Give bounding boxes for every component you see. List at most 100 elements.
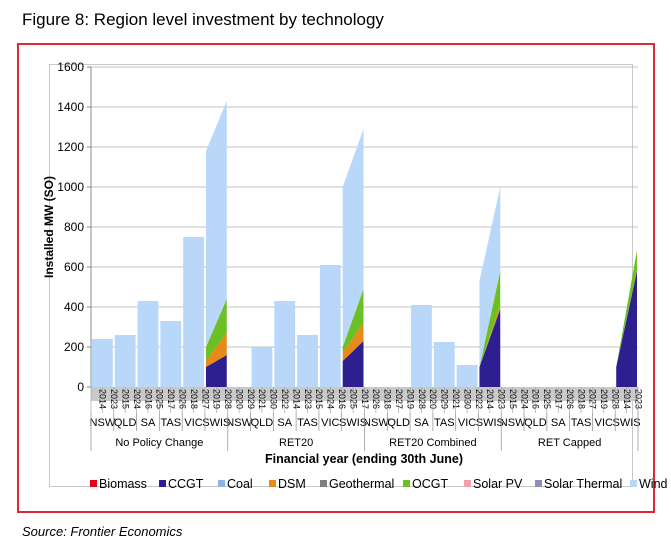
x-tick-label: 2017 — [554, 389, 564, 409]
area-ret20-combined-vic-wind — [456, 365, 478, 387]
region-label: SWIS — [202, 417, 230, 429]
scenario-label: No Policy Change — [115, 437, 203, 449]
legend-swatch-ccgt — [159, 480, 166, 487]
region-label: QLD — [387, 417, 410, 429]
y-tick-label: 1200 — [57, 140, 84, 154]
x-tick-label: 2026 — [177, 389, 187, 409]
x-tick-label: 2019 — [405, 389, 415, 409]
region-label: QLD — [114, 417, 137, 429]
x-tick-label: 2020 — [234, 389, 244, 409]
x-tick-label: 2023 — [497, 389, 507, 409]
figure-title: Figure 8: Region level investment by tec… — [22, 10, 384, 29]
x-tick-label: 2028 — [417, 389, 427, 409]
region-label: NSW — [500, 417, 526, 429]
area-ret20-swis-ocgt — [342, 289, 364, 353]
x-tick-label: 2015 — [314, 389, 324, 409]
x-tick-label: 2027 — [394, 389, 404, 409]
area-no-policy-change-vic-wind — [183, 237, 204, 387]
x-tick-label: 2014 — [291, 389, 301, 409]
x-tick-label: 2030 — [269, 389, 279, 409]
x-tick-label: 2018 — [576, 389, 586, 409]
x-tick-label: 2021 — [451, 389, 461, 409]
region-label: TAS — [297, 417, 318, 429]
x-tick-label: 2025 — [542, 389, 552, 409]
x-tick-label: 2016 — [531, 389, 541, 409]
region-label: SA — [551, 417, 566, 429]
region-label: VIC — [321, 417, 339, 429]
area-ret20-tas-wind — [297, 335, 318, 387]
x-tick-label: 2028 — [223, 389, 233, 409]
scenario-label: RET Capped — [538, 437, 601, 449]
y-tick-label: 1400 — [57, 100, 84, 114]
area-ret20-sa-wind — [274, 301, 296, 387]
x-tick-label: 2024 — [326, 389, 336, 409]
x-tick-label: 2015 — [508, 389, 518, 409]
legend-swatch-wind — [630, 480, 637, 487]
x-tick-label: 2022 — [280, 389, 290, 409]
legend-label: OCGT — [412, 477, 448, 491]
y-tick-label: 200 — [64, 340, 84, 354]
area-ret-capped-swis-ccgt — [616, 271, 637, 387]
area-ret20-combined-sa-wind — [411, 305, 432, 387]
x-tick-label: 2024 — [519, 389, 529, 409]
area-ret-capped-swis-ocgt — [616, 250, 637, 367]
y-tick-label: 1000 — [57, 180, 84, 194]
x-tick-label: 2030 — [462, 389, 472, 409]
chart-areas — [92, 101, 637, 387]
region-label: SWIS — [339, 417, 367, 429]
x-tick-label: 2026 — [565, 389, 575, 409]
x-tick-label: 2020 — [428, 389, 438, 409]
y-tick-label: 400 — [64, 300, 84, 314]
legend-swatch-geothermal — [320, 480, 327, 487]
area-ret20-combined-swis-dsm — [479, 305, 501, 367]
x-tick-label: 2027 — [200, 389, 210, 409]
region-label: SWIS — [476, 417, 504, 429]
x-tick-label: 2027 — [588, 389, 598, 409]
region-label: SA — [414, 417, 429, 429]
y-tick-label: 0 — [77, 380, 84, 394]
area-ret-capped-swis-dsm — [616, 270, 637, 367]
area-ret20-combined-swis-wind — [479, 187, 501, 367]
legend-swatch-solar-pv — [464, 480, 471, 487]
x-tick-label: 2016 — [143, 389, 153, 409]
scenario-label: RET20 Combined — [389, 437, 476, 449]
area-no-policy-change-tas-wind — [160, 321, 182, 387]
area-ret20-combined-tas-wind — [433, 342, 455, 387]
legend-label: DSM — [278, 477, 306, 491]
x-tick-label: 2017 — [166, 389, 176, 409]
area-ret20-swis-wind — [342, 129, 364, 347]
legend-swatch-ocgt — [403, 480, 410, 487]
x-tick-label: 2018 — [383, 389, 393, 409]
region-label: VIC — [595, 417, 613, 429]
region-label: SA — [277, 417, 292, 429]
legend-label: Geothermal — [329, 477, 394, 491]
area-no-policy-change-swis-ccgt — [205, 355, 227, 387]
area-ret20-swis-dsm — [342, 323, 364, 361]
x-tick-label: 2029 — [440, 389, 450, 409]
area-no-policy-change-swis-wind — [205, 101, 227, 347]
y-tick-label: 800 — [64, 220, 84, 234]
region-label: NSW — [226, 417, 252, 429]
y-axis-label: Installed MW (SO) — [42, 176, 56, 278]
x-tick-label: 2029 — [246, 389, 256, 409]
region-label: NSW — [90, 417, 116, 429]
legend: Biomass CCGT Coal DSM Geothermal OCGT Solar PV… — [90, 477, 668, 491]
source-note: Source: Frontier Economics — [22, 524, 183, 539]
x-tick-label: 2026 — [371, 389, 381, 409]
region-label: VIC — [184, 417, 202, 429]
legend-swatch-dsm — [269, 480, 276, 487]
region-label: TAS — [434, 417, 455, 429]
legend-label: Coal — [227, 477, 253, 491]
legend-label: Solar Thermal — [544, 477, 622, 491]
area-ret20-vic-wind — [319, 265, 341, 387]
x-tick-label: 2025 — [155, 389, 165, 409]
area-no-policy-change-nsw-wind — [92, 339, 113, 387]
area-ret20-combined-swis-ccgt — [479, 309, 501, 387]
x-tick-label: 2014 — [485, 389, 495, 409]
region-label: QLD — [251, 417, 274, 429]
area-no-policy-change-sa-wind — [137, 301, 159, 387]
legend-swatch-biomass — [90, 480, 97, 487]
gridlines — [91, 66, 638, 348]
region-label: SWIS — [613, 417, 641, 429]
x-axis-label: Financial year (ending 30th June) — [265, 452, 463, 466]
